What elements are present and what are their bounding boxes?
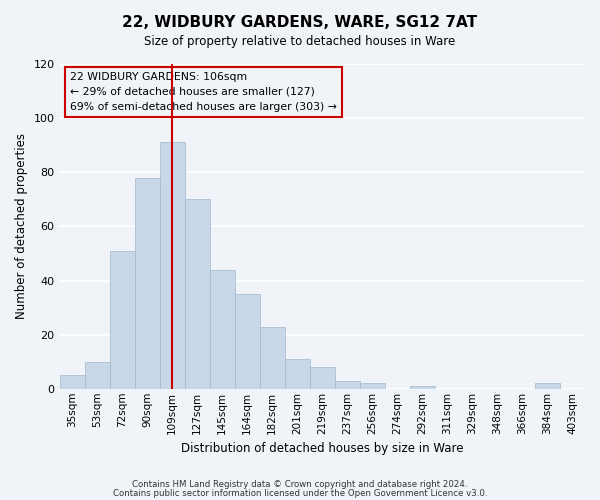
Bar — [209, 270, 235, 389]
Bar — [360, 384, 385, 389]
Bar — [335, 380, 360, 389]
Bar — [285, 359, 310, 389]
Bar — [185, 200, 209, 389]
Bar — [260, 326, 285, 389]
Y-axis label: Number of detached properties: Number of detached properties — [15, 134, 28, 320]
Bar — [160, 142, 185, 389]
Bar — [235, 294, 260, 389]
Bar — [134, 178, 160, 389]
Bar — [310, 367, 335, 389]
Bar — [110, 250, 134, 389]
X-axis label: Distribution of detached houses by size in Ware: Distribution of detached houses by size … — [181, 442, 464, 455]
Bar — [85, 362, 110, 389]
Text: 22 WIDBURY GARDENS: 106sqm
← 29% of detached houses are smaller (127)
69% of sem: 22 WIDBURY GARDENS: 106sqm ← 29% of deta… — [70, 72, 337, 112]
Text: 22, WIDBURY GARDENS, WARE, SG12 7AT: 22, WIDBURY GARDENS, WARE, SG12 7AT — [122, 15, 478, 30]
Text: Contains public sector information licensed under the Open Government Licence v3: Contains public sector information licen… — [113, 488, 487, 498]
Bar — [59, 375, 85, 389]
Bar — [535, 384, 560, 389]
Text: Size of property relative to detached houses in Ware: Size of property relative to detached ho… — [145, 35, 455, 48]
Bar — [410, 386, 435, 389]
Text: Contains HM Land Registry data © Crown copyright and database right 2024.: Contains HM Land Registry data © Crown c… — [132, 480, 468, 489]
